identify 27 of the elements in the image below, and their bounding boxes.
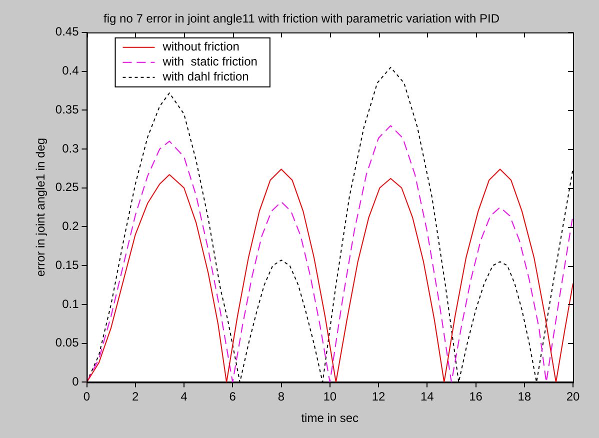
x-tick-label: 2 (132, 390, 140, 404)
y-axis-title: error in joint angle1 in deg (34, 138, 48, 277)
y-tick-label: 0.35 (55, 102, 80, 116)
y-tick-label: 0.4 (62, 64, 80, 78)
y-tick-label: 0.1 (62, 296, 80, 311)
y-tick-label: 0.2 (62, 219, 80, 234)
chart-title: fig no 7 error in joint angle11 with friction with parametric variation with PID (104, 12, 500, 26)
y-tick-label: 0.45 (55, 24, 80, 39)
y-tick-label: 0.15 (55, 258, 80, 272)
y-tick-label: 0 (72, 374, 80, 389)
y-tick-label: 0.3 (62, 141, 80, 156)
x-tick-label: 10 (323, 390, 337, 404)
x-tick-label: 12 (372, 390, 386, 404)
x-tick-label: 18 (518, 390, 532, 404)
legend-label: with static friction (162, 54, 258, 69)
x-tick-label: 16 (469, 390, 483, 404)
x-tick-label: 14 (420, 390, 434, 404)
y-tick-label: 0.25 (55, 180, 80, 194)
x-tick-label: 8 (278, 390, 285, 404)
x-tick-label: 20 (566, 390, 580, 404)
x-tick-label: 0 (83, 390, 90, 404)
legend-label: with dahl friction (162, 70, 249, 84)
y-tick-label: 0.05 (55, 336, 80, 350)
legend-label: without friction (162, 40, 240, 54)
x-tick-label: 6 (229, 390, 236, 404)
x-axis-title: time in sec (301, 411, 359, 426)
x-tick-label: 4 (180, 390, 188, 404)
